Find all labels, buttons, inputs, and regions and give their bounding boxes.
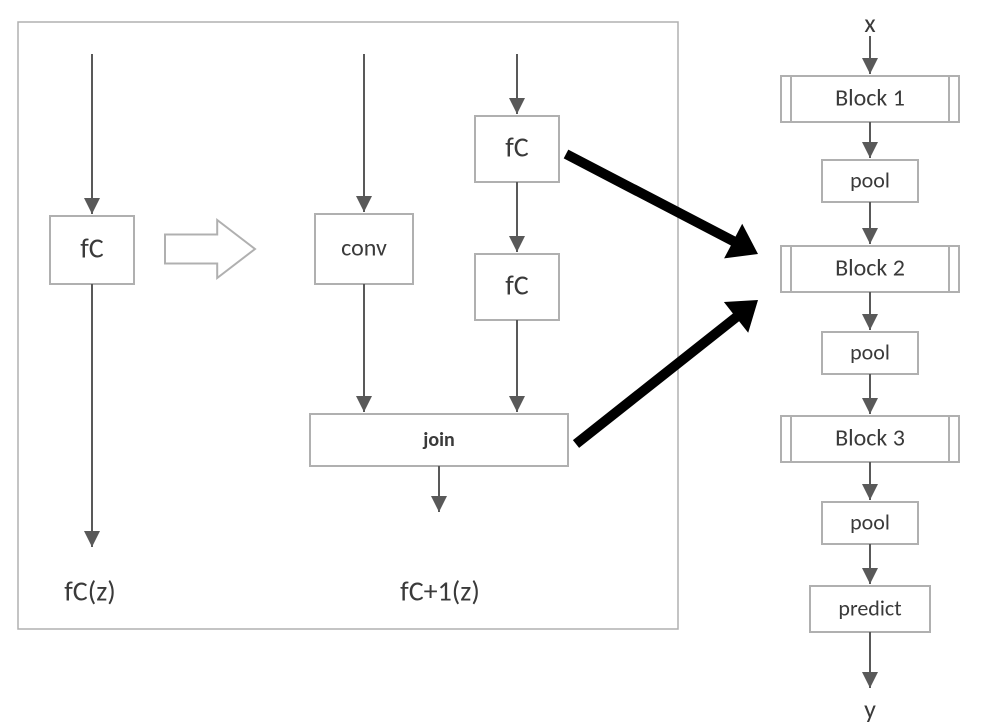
predict-box: predict [810, 586, 930, 632]
join-box-label: join [422, 428, 455, 452]
fc-b-box: fC [475, 254, 559, 320]
fc-plus1-caption: fC+1(z) [400, 574, 480, 609]
conv-box-label: conv [341, 234, 387, 263]
black-arrow-top [564, 150, 758, 259]
block3-box-label: Block 3 [835, 424, 905, 453]
fc-left-box-label: fC [80, 231, 104, 266]
transform-arrow [165, 220, 255, 278]
x-label: x [864, 7, 875, 39]
block3-box: Block 3 [781, 416, 959, 462]
fc-a-box-label: fC [505, 130, 529, 165]
pool3-box-label: pool [850, 508, 890, 535]
block1-box: Block 1 [781, 76, 959, 122]
pool3-box: pool [822, 502, 918, 544]
y-label: y [864, 693, 876, 723]
fc-left-caption: fC(z) [64, 574, 116, 609]
fc-left-box: fC [50, 216, 134, 284]
block2-box: Block 2 [781, 246, 959, 292]
conv-box: conv [315, 214, 413, 284]
black-arrow-bottom [573, 300, 758, 448]
pool2-box: pool [822, 332, 918, 374]
left-panel-frame [18, 22, 678, 629]
pool1-box: pool [822, 160, 918, 202]
block2-box-label: Block 2 [835, 254, 905, 283]
join-box: join [310, 414, 568, 466]
predict-box-label: predict [838, 594, 901, 621]
diagram-svg: fC fC(z) conv fC fC join fC+1(z) x Block 1 pool Bl… [0, 0, 1000, 723]
pool2-box-label: pool [850, 338, 890, 365]
pool1-box-label: pool [850, 166, 890, 193]
fc-b-box-label: fC [505, 268, 529, 303]
fc-a-box: fC [475, 116, 559, 182]
block1-box-label: Block 1 [835, 84, 905, 113]
